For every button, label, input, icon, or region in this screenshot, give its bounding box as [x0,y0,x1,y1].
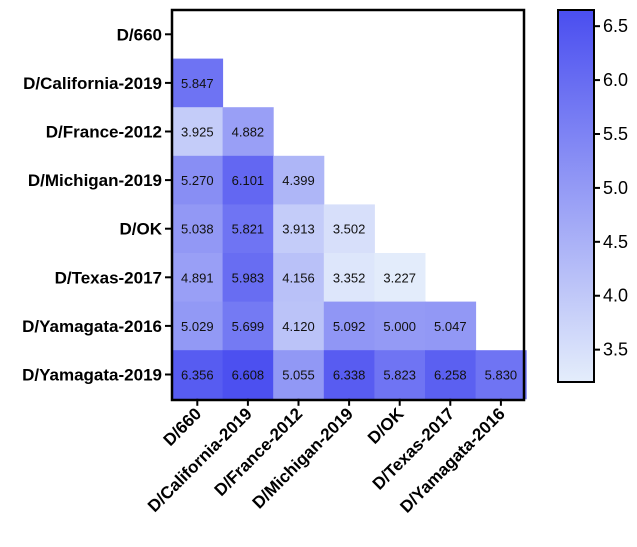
cell-value-label: 5.830 [485,368,518,383]
row-label: D/OK [120,220,163,239]
row-label: D/California-2019 [23,74,162,93]
colorbar-tick-label: 5.0 [603,178,628,198]
cell-value-label: 6.608 [232,368,265,383]
heatmap-cell [374,350,426,400]
heatmap-cell [172,58,224,108]
cell-value-label: 3.227 [383,270,416,285]
cell-value-label: 4.120 [282,319,315,334]
cell-value-label: 3.925 [181,125,214,140]
heatmap-cell [222,107,274,157]
colorbar-tick-label: 4.0 [603,286,628,306]
heatmap-cell [273,155,325,205]
heatmap-cell [222,301,274,351]
row-label: D/Yamagata-2016 [22,317,162,336]
cell-value-label: 5.270 [181,173,214,188]
cell-value-label: 6.101 [232,173,265,188]
cell-value-label: 4.399 [282,173,315,188]
cell-value-label: 3.913 [282,222,315,237]
cell-value-label: 5.847 [181,76,214,91]
heatmap-cell [323,350,375,400]
colorbar [557,9,595,383]
cell-value-label: 6.356 [181,368,214,383]
heatmap-cell [172,350,224,400]
colorbar-tick-label: 6.5 [603,16,628,36]
cell-value-label: 5.000 [383,319,416,334]
colorbar-tick-label: 6.0 [603,70,628,90]
heatmap-cell [425,301,477,351]
row-label: D/Michigan-2019 [28,171,162,190]
heatmap-cell [273,253,325,303]
heatmap-cell [172,204,224,254]
cell-value-label: 5.823 [383,368,416,383]
heatmap-cell [273,204,325,254]
cell-value-label: 5.029 [181,319,214,334]
heatmap-cell [172,301,224,351]
heatmap-cell [222,155,274,205]
cell-value-label: 6.258 [434,368,467,383]
cell-value-label: 5.092 [333,319,366,334]
colorbar-tick-label: 3.5 [603,340,628,360]
cell-value-label: 5.038 [181,222,214,237]
row-label: D/Texas-2017 [55,268,162,287]
heatmap-cell [425,350,477,400]
row-label: D/660 [117,25,162,44]
heatmap-cell [323,253,375,303]
colorbar-ticks: 3.5 4.0 4.5 5.0 5.5 6.0 6.5 [594,16,628,360]
colorbar-tick-label: 5.5 [603,124,628,144]
heatmap-cell [323,204,375,254]
heatmap-cell [222,204,274,254]
colorbar-tick-label: 4.5 [603,232,628,252]
cell-value-label: 5.821 [232,222,265,237]
cell-value-label: 5.983 [232,270,265,285]
heatmap-cell [222,253,274,303]
cell-value-label: 4.882 [232,125,265,140]
column-label: D/660 [160,404,206,450]
column-label: D/France-2012 [211,404,307,500]
column-label: D/OK [364,404,408,448]
cell-value-label: 4.156 [282,270,315,285]
heatmap-cell [222,350,274,400]
plot-frame [170,8,526,402]
heatmap-cell [374,253,426,303]
row-labels: D/660 D/California-2019 D/France-2012 D/Mic… [22,25,172,385]
heatmap-cell [323,301,375,351]
heatmap-cell [475,350,527,400]
cell-value-label: 3.502 [333,222,366,237]
heatmap-cell [172,107,224,157]
heatmap-cell [172,253,224,303]
cell-value-label: 5.055 [282,368,315,383]
heatmap-cell [273,301,325,351]
heatmap-cell [273,350,325,400]
cell-value-label: 5.699 [232,319,265,334]
cell-value-label: 4.891 [181,270,214,285]
row-label: D/Yamagata-2019 [22,366,162,385]
heatmap-cells: 5.847 3.925 4.882 5.270 6.101 4.399 5.038 5.821… [172,58,527,400]
cell-value-label: 3.352 [333,270,366,285]
cell-value-label: 6.338 [333,368,366,383]
cell-value-label: 5.047 [434,319,467,334]
heatmap-cell [172,155,224,205]
heatmap-cell [374,301,426,351]
column-labels: D/660D/California-2019D/France-2012D/Mic… [144,398,509,517]
row-label: D/France-2012 [46,123,162,142]
